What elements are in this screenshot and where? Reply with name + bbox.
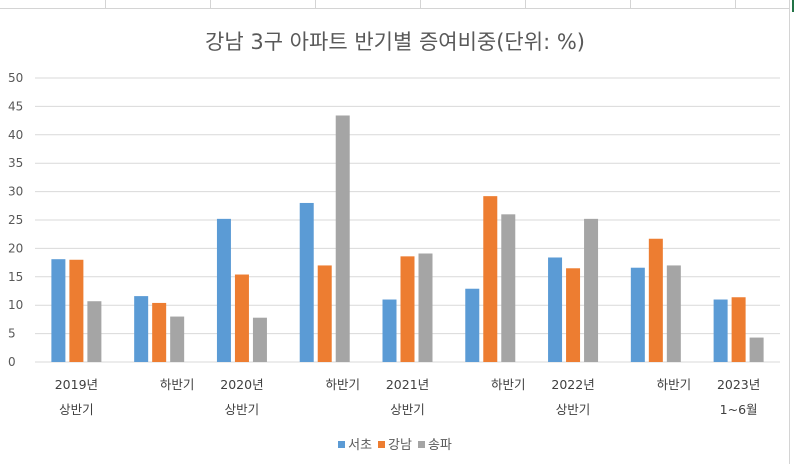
x-tick-label: 2023년: [717, 377, 760, 392]
y-tick-label: 20: [8, 241, 23, 255]
bar-송파: [501, 214, 516, 362]
bar-송파: [666, 265, 681, 362]
x-tick-label: 2019년: [55, 377, 98, 392]
x-tick-label: 하반기: [325, 377, 360, 392]
selection-handle: [792, 0, 794, 12]
chart-legend: 서초 강남 송파: [0, 434, 790, 453]
spreadsheet-edge: [789, 0, 800, 464]
cell-divider: [210, 0, 211, 8]
y-tick-label: 50: [8, 71, 23, 85]
bar-송파: [87, 301, 102, 362]
bar-서초: [134, 296, 149, 362]
cell-divider: [420, 0, 421, 8]
legend-item: 서초: [338, 438, 372, 453]
legend-item: 송파: [417, 438, 452, 453]
bar-강남: [400, 256, 415, 362]
y-tick-label: 30: [8, 185, 23, 199]
bar-송파: [252, 317, 267, 362]
y-tick-label: 10: [8, 298, 23, 312]
bar-서초: [216, 218, 231, 362]
x-tick-label: 2020년: [220, 377, 263, 392]
y-tick-label: 35: [8, 156, 23, 170]
y-tick-label: 0: [8, 355, 16, 369]
x-tick-label: 2021년: [386, 377, 429, 392]
cell-divider: [525, 0, 526, 8]
legend-label: 강남: [388, 438, 412, 453]
bar-강남: [317, 265, 332, 362]
y-tick-label: 45: [8, 99, 23, 113]
y-tick-label: 25: [8, 213, 23, 227]
bar-송파: [335, 115, 350, 362]
x-tick-label: 2022년: [551, 377, 594, 392]
legend-label: 서초: [348, 438, 373, 453]
bar-서초: [713, 299, 728, 362]
bar-강남: [731, 297, 746, 362]
x-tick-label: 상반기: [390, 402, 425, 417]
legend-item: 강남: [378, 438, 412, 453]
bar-강남: [483, 196, 498, 362]
cell-divider: [735, 0, 736, 8]
x-tick-label: 하반기: [160, 377, 195, 392]
x-tick-label: 1~6월: [720, 402, 758, 417]
legend-label: 송파: [427, 438, 452, 453]
bar-강남: [566, 268, 581, 362]
bar-강남: [648, 238, 663, 362]
bar-강남: [69, 259, 84, 362]
bar-서초: [299, 202, 314, 362]
bar-서초: [51, 259, 66, 362]
y-tick-label: 5: [8, 327, 16, 341]
y-tick-label: 40: [8, 128, 23, 142]
y-tick-label: 15: [8, 270, 23, 284]
x-tick-label: 상반기: [59, 402, 94, 417]
bar-서초: [548, 257, 563, 362]
bar-송파: [749, 337, 764, 362]
bar-서초: [465, 288, 480, 362]
legend-swatch: [378, 441, 386, 448]
bar-서초: [382, 299, 397, 362]
legend-swatch: [338, 441, 346, 448]
bar-송파: [418, 253, 433, 362]
cell-divider: [105, 0, 106, 8]
bar-서초: [630, 267, 645, 362]
x-tick-label: 상반기: [225, 402, 260, 417]
bar-송파: [170, 316, 185, 362]
chart-title: 강남 3구 아파트 반기별 증여비중(단위: %): [205, 30, 585, 54]
cell-divider: [315, 0, 316, 8]
cell-divider: [630, 0, 631, 8]
spreadsheet-cell-row: [0, 0, 800, 9]
x-tick-label: 하반기: [491, 377, 526, 392]
bar-강남: [234, 274, 249, 362]
legend-swatch: [417, 441, 425, 448]
bar-송파: [584, 218, 599, 362]
x-tick-label: 상반기: [556, 402, 591, 417]
x-tick-label: 하반기: [657, 377, 692, 392]
bar-강남: [152, 302, 167, 362]
